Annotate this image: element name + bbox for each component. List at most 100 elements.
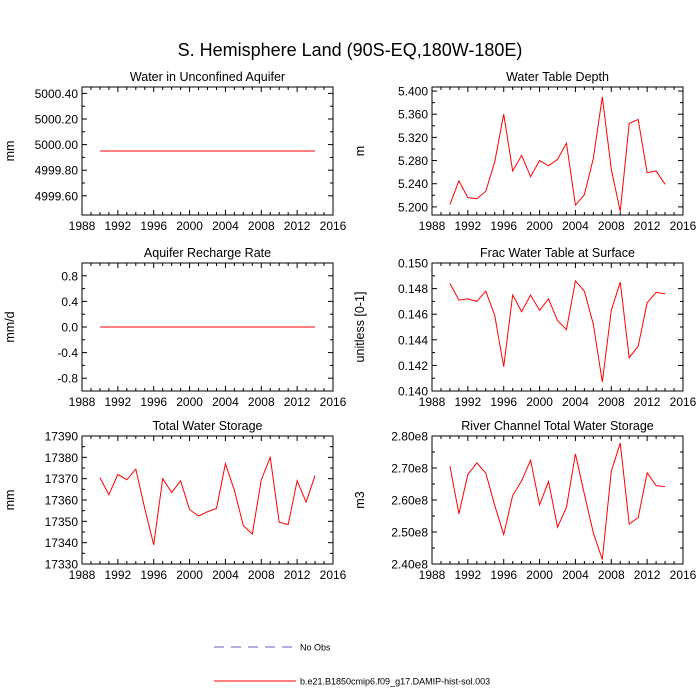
y-tick-label: 5000.00 <box>35 138 79 152</box>
y-tick-label: 5.400 <box>398 85 428 99</box>
y-tick-label: 5.320 <box>398 131 428 145</box>
plot-frame <box>431 262 684 392</box>
y-tick-label: 17370 <box>45 472 79 486</box>
y-tick-label: 5.360 <box>398 108 428 122</box>
y-tick-label: 5000.20 <box>35 113 79 127</box>
y-tick-label: 17360 <box>45 494 79 508</box>
panel-title: Total Water Storage <box>152 419 262 433</box>
x-tick-label: 2012 <box>284 395 311 409</box>
y-axis-label: m3 <box>353 491 367 508</box>
y-tick-label: 0.148 <box>398 282 428 296</box>
x-tick-label: 1992 <box>455 395 482 409</box>
y-tick-label: 5.240 <box>398 177 428 191</box>
y-axis-label: mm <box>3 490 17 511</box>
chart-panel-4: Frac Water Table at Surface unitless [0-1… <box>353 246 697 409</box>
x-tick-label: 1996 <box>140 219 167 233</box>
x-tick-label: 1988 <box>419 395 446 409</box>
y-tick-label: 0.146 <box>398 308 428 322</box>
x-tick-label: 2008 <box>598 568 625 582</box>
x-tick-label: 2012 <box>634 219 661 233</box>
y-tick-label: 0.142 <box>398 359 428 373</box>
x-tick-label: 1988 <box>69 568 96 582</box>
series-line <box>99 455 316 545</box>
x-tick-label: 2012 <box>284 568 311 582</box>
panel-title: Frac Water Table at Surface <box>480 246 635 260</box>
panel-title: River Channel Total Water Storage <box>461 419 654 433</box>
y-tick-label: 17350 <box>45 515 79 529</box>
x-tick-label: 2016 <box>320 568 347 582</box>
y-tick-label: 4999.80 <box>35 164 79 178</box>
x-tick-label: 1992 <box>455 219 482 233</box>
x-tick-label: 2008 <box>248 395 275 409</box>
panel-title: Aquifer Recharge Rate <box>144 246 271 260</box>
legend: No Obs b.e21.B1850cmip6.f09_g17.DAMIP-his… <box>214 643 490 687</box>
chart-panel-2: Water Table Depth m 1988 1992 1996 2000 2004 20… <box>353 70 697 233</box>
y-tick-label: 2.40e8 <box>391 558 428 572</box>
y-tick-label: 5.280 <box>398 154 428 168</box>
x-tick-label: 1996 <box>490 395 517 409</box>
y-tick-label: 5.200 <box>398 200 428 214</box>
x-tick-label: 2012 <box>634 568 661 582</box>
legend-label: No Obs <box>300 643 331 653</box>
x-tick-label: 2016 <box>320 395 347 409</box>
x-tick-label: 2000 <box>176 568 203 582</box>
x-tick-label: 2000 <box>526 395 553 409</box>
x-tick-label: 2008 <box>248 219 275 233</box>
x-tick-label: 2004 <box>212 219 239 233</box>
x-tick-label: 2004 <box>562 395 589 409</box>
x-tick-label: 1996 <box>490 219 517 233</box>
x-tick-label: 2012 <box>634 395 661 409</box>
x-tick-label: 1992 <box>105 219 132 233</box>
series-line <box>449 96 666 212</box>
y-axis-label: m <box>353 146 367 156</box>
x-tick-label: 2016 <box>670 219 697 233</box>
y-tick-label: 17340 <box>45 536 79 550</box>
x-tick-label: 2000 <box>176 219 203 233</box>
chart-panel-1: Water in Unconfined Aquifer mm 1988 1992 199… <box>3 70 347 233</box>
x-tick-label: 2000 <box>526 568 553 582</box>
x-tick-label: 1992 <box>455 568 482 582</box>
y-tick-label: 2.60e8 <box>391 494 428 508</box>
y-tick-label: 4999.60 <box>35 189 79 203</box>
y-axis-label: mm/d <box>3 311 17 342</box>
y-tick-label: 0.144 <box>398 333 428 347</box>
y-tick-label: 2.70e8 <box>391 462 428 476</box>
figure-title: S. Hemisphere Land (90S-EQ,180W-180E) <box>178 40 523 60</box>
y-tick-label: 0.8 <box>61 269 78 283</box>
x-tick-label: 2016 <box>670 568 697 582</box>
x-tick-label: 2000 <box>176 395 203 409</box>
y-axis-label: unitless [0-1] <box>353 292 367 363</box>
x-tick-label: 1988 <box>69 395 96 409</box>
x-tick-label: 2004 <box>562 568 589 582</box>
y-tick-label: 0.140 <box>398 385 428 399</box>
x-tick-label: 2012 <box>284 219 311 233</box>
x-tick-label: 1988 <box>419 568 446 582</box>
plot-frame <box>431 86 684 216</box>
chart-panels: Water in Unconfined Aquifer mm 1988 1992 199… <box>3 70 697 582</box>
x-tick-label: 2016 <box>670 395 697 409</box>
y-tick-label: -0.4 <box>57 346 78 360</box>
y-tick-label: 5000.40 <box>35 87 79 101</box>
series-line <box>449 442 666 560</box>
y-tick-label: 2.80e8 <box>391 430 428 444</box>
plot-frame <box>81 435 334 565</box>
y-tick-label: 0.0 <box>61 321 78 335</box>
y-tick-label: 2.50e8 <box>391 526 428 540</box>
x-tick-label: 2008 <box>598 395 625 409</box>
x-tick-label: 2004 <box>562 219 589 233</box>
x-tick-label: 2000 <box>526 219 553 233</box>
y-tick-label: 0.4 <box>61 295 78 309</box>
panel-title: Water Table Depth <box>506 70 609 84</box>
series-line <box>449 279 666 383</box>
y-tick-label: 0.150 <box>398 257 428 271</box>
panel-title: Water in Unconfined Aquifer <box>130 70 285 84</box>
x-tick-label: 1988 <box>69 219 96 233</box>
plot-frame <box>431 435 684 565</box>
y-tick-label: -0.8 <box>57 372 78 386</box>
x-tick-label: 2016 <box>320 219 347 233</box>
x-tick-label: 1992 <box>105 395 132 409</box>
x-tick-label: 2004 <box>212 395 239 409</box>
chart-panel-5: Total Water Storage mm 1988 1992 1996 2000 200… <box>3 419 347 582</box>
y-tick-label: 17380 <box>45 451 79 465</box>
